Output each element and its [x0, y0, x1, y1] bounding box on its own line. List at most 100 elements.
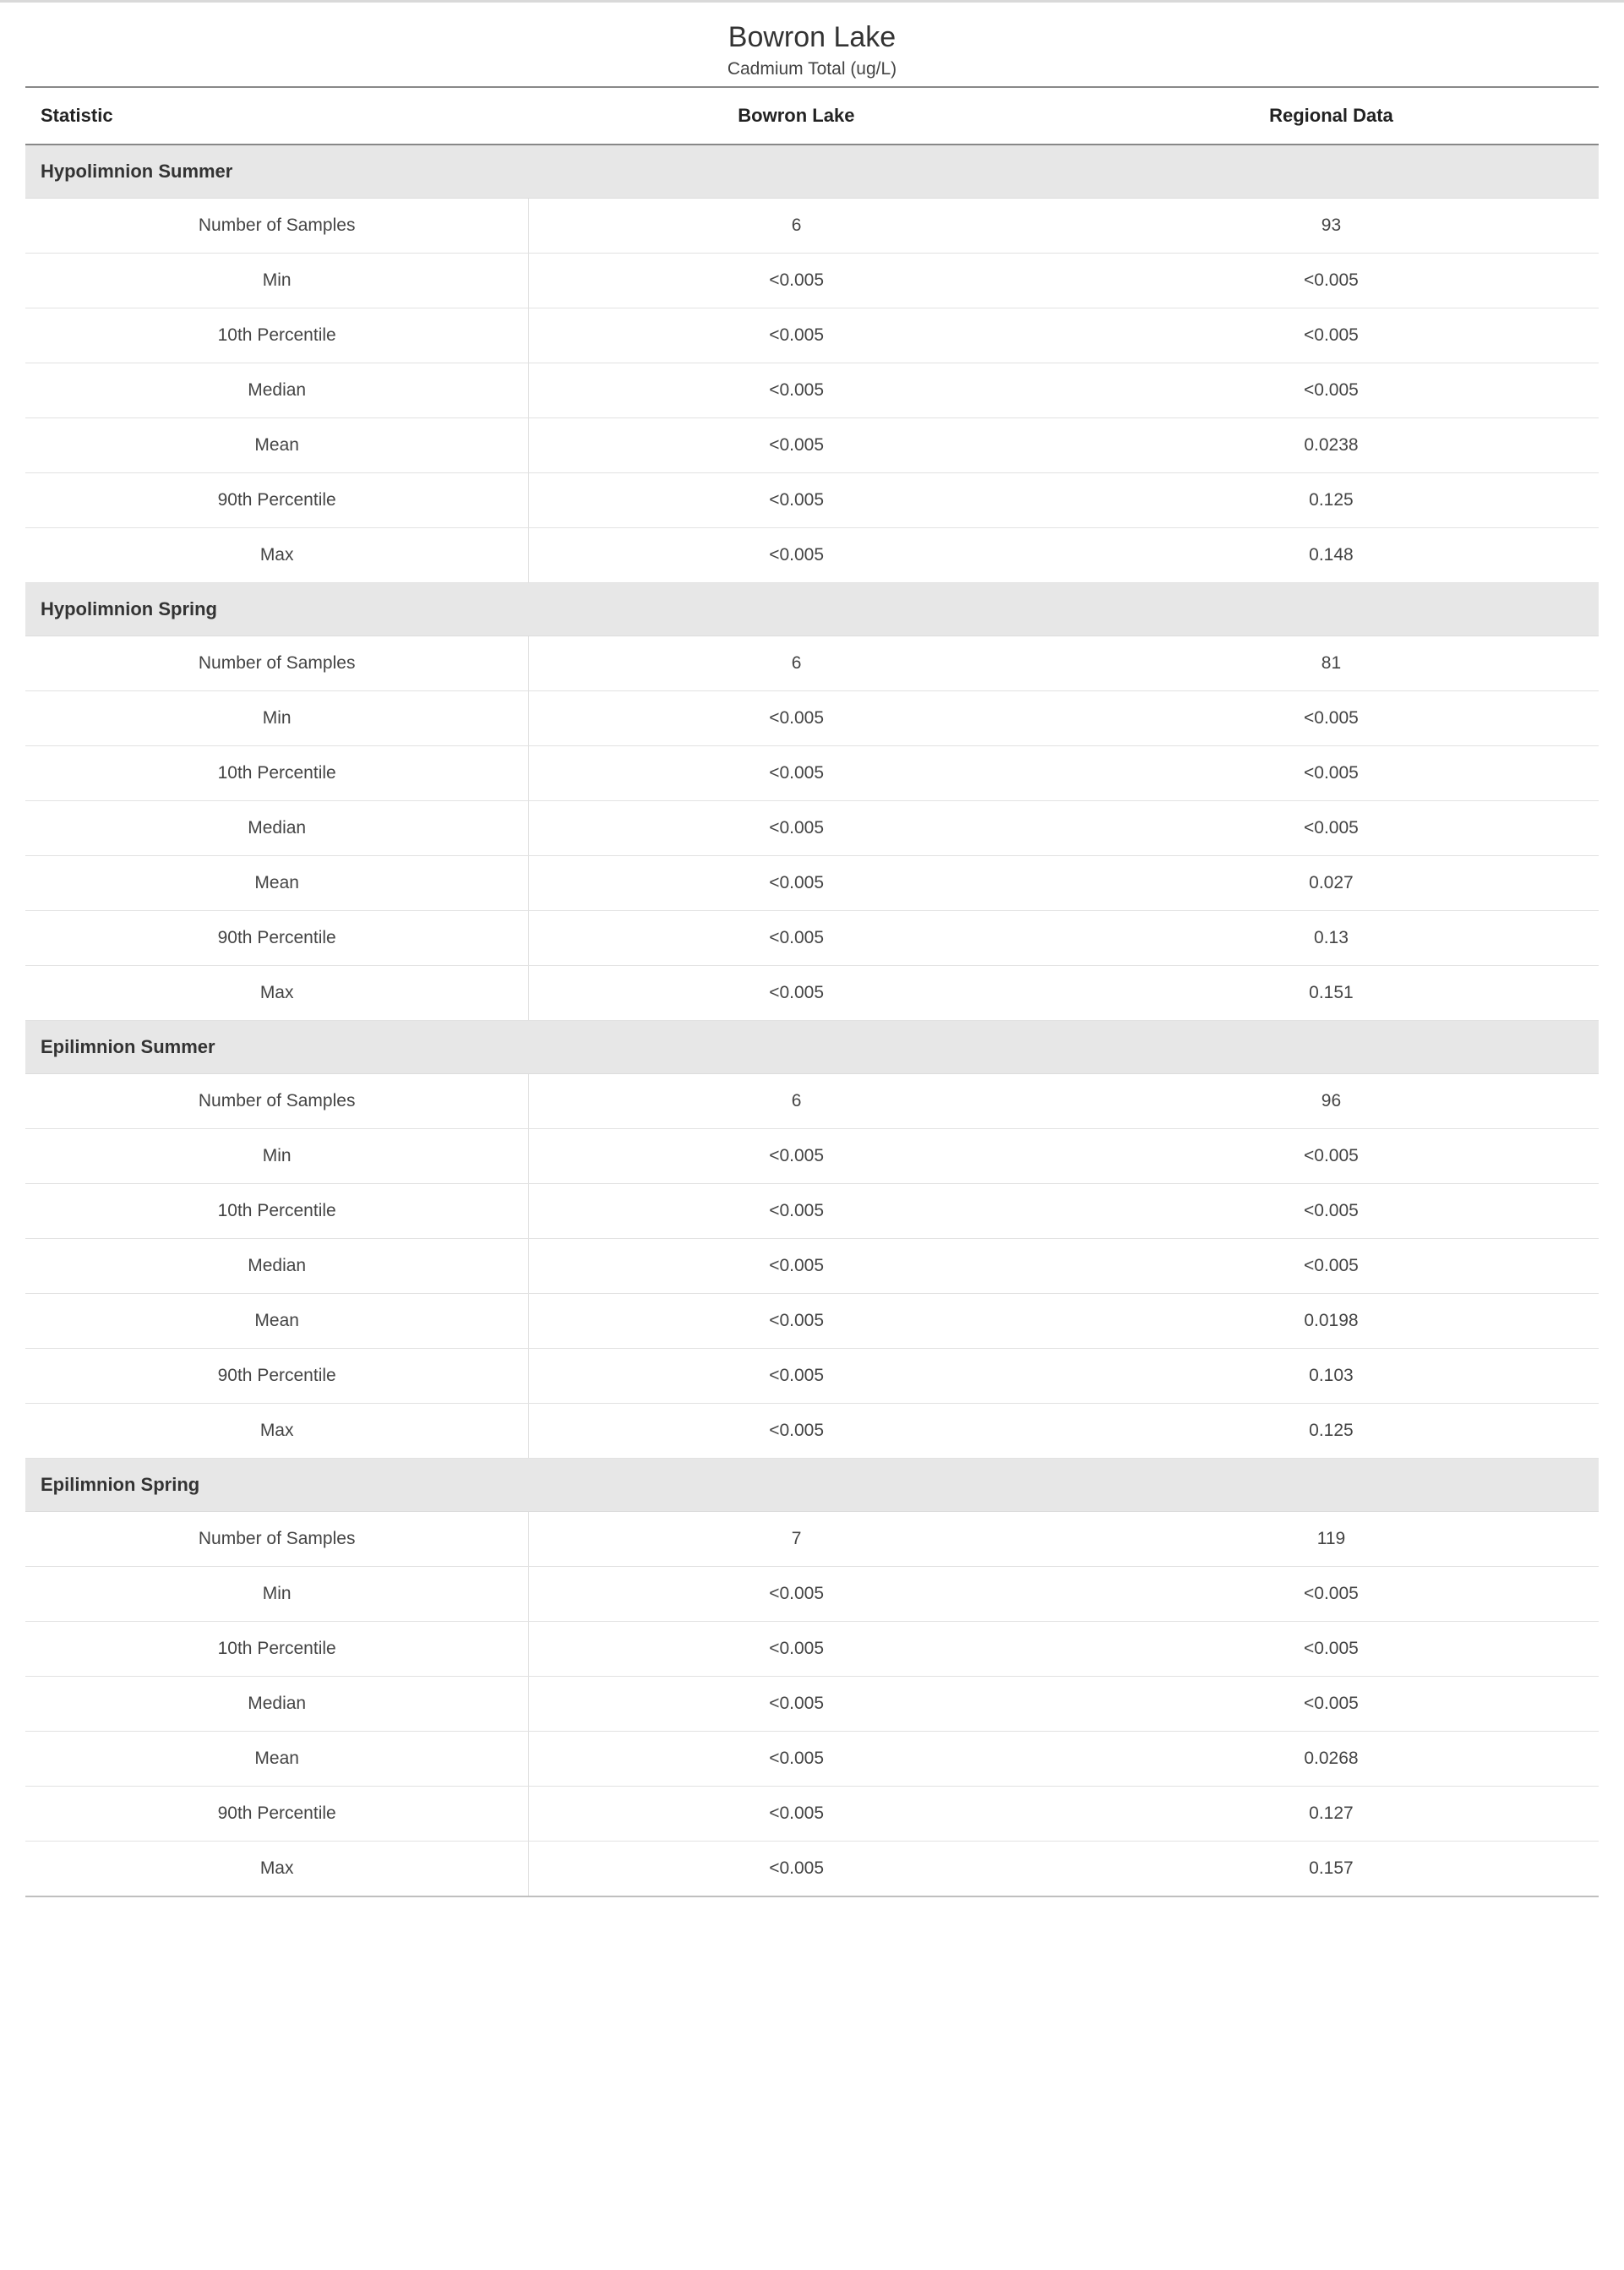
region-value: 93 [1064, 199, 1599, 254]
table-section: Epilimnion SpringNumber of Samples7119Mi… [25, 1459, 1599, 1897]
col-header-region: Regional Data [1064, 88, 1599, 145]
table-row: Min<0.005<0.005 [25, 691, 1599, 746]
table-row: Mean<0.0050.0238 [25, 418, 1599, 473]
table-row: 10th Percentile<0.005<0.005 [25, 308, 1599, 363]
stat-label: Min [25, 254, 529, 308]
table-row: Median<0.005<0.005 [25, 363, 1599, 418]
region-value: 0.13 [1064, 911, 1599, 966]
table-row: Median<0.005<0.005 [25, 1239, 1599, 1294]
region-value: <0.005 [1064, 1677, 1599, 1732]
table-row: Mean<0.0050.0198 [25, 1294, 1599, 1349]
site-value: <0.005 [529, 691, 1064, 746]
table-header-row: Statistic Bowron Lake Regional Data [25, 88, 1599, 145]
region-value: 0.125 [1064, 473, 1599, 528]
stat-label: 10th Percentile [25, 1184, 529, 1239]
section-header: Hypolimnion Spring [25, 583, 1599, 636]
stat-label: 10th Percentile [25, 746, 529, 801]
stat-label: Number of Samples [25, 1512, 529, 1567]
region-value: 96 [1064, 1074, 1599, 1129]
site-value: <0.005 [529, 911, 1064, 966]
table-row: 90th Percentile<0.0050.103 [25, 1349, 1599, 1404]
title-block: Bowron Lake Cadmium Total (ug/L) [25, 3, 1599, 88]
region-value: 0.148 [1064, 528, 1599, 583]
site-value: <0.005 [529, 1349, 1064, 1404]
region-value: <0.005 [1064, 1622, 1599, 1677]
region-value: <0.005 [1064, 1184, 1599, 1239]
table-row: Max<0.0050.125 [25, 1404, 1599, 1459]
stat-label: Median [25, 801, 529, 856]
site-value: <0.005 [529, 1622, 1064, 1677]
table-row: Min<0.005<0.005 [25, 254, 1599, 308]
site-value: <0.005 [529, 1677, 1064, 1732]
table-row: Median<0.005<0.005 [25, 1677, 1599, 1732]
table-row: Max<0.0050.157 [25, 1842, 1599, 1897]
site-value: <0.005 [529, 473, 1064, 528]
section-header-row: Epilimnion Spring [25, 1459, 1599, 1512]
table-row: 90th Percentile<0.0050.127 [25, 1787, 1599, 1842]
stat-label: Min [25, 1129, 529, 1184]
region-value: 0.151 [1064, 966, 1599, 1021]
table-row: 10th Percentile<0.005<0.005 [25, 1184, 1599, 1239]
site-value: <0.005 [529, 801, 1064, 856]
site-value: <0.005 [529, 746, 1064, 801]
stat-label: 90th Percentile [25, 473, 529, 528]
site-value: <0.005 [529, 1294, 1064, 1349]
table-row: Max<0.0050.148 [25, 528, 1599, 583]
stat-label: Mean [25, 1732, 529, 1787]
region-value: <0.005 [1064, 363, 1599, 418]
region-value: <0.005 [1064, 691, 1599, 746]
site-value: <0.005 [529, 1404, 1064, 1459]
table-row: 90th Percentile<0.0050.13 [25, 911, 1599, 966]
stat-label: Number of Samples [25, 636, 529, 691]
table-section: Epilimnion SummerNumber of Samples696Min… [25, 1021, 1599, 1459]
table-row: Min<0.005<0.005 [25, 1567, 1599, 1622]
stat-label: 90th Percentile [25, 1349, 529, 1404]
table-row: Number of Samples681 [25, 636, 1599, 691]
section-header-row: Epilimnion Summer [25, 1021, 1599, 1074]
stat-label: 90th Percentile [25, 911, 529, 966]
site-value: <0.005 [529, 1787, 1064, 1842]
table-row: Min<0.005<0.005 [25, 1129, 1599, 1184]
region-value: <0.005 [1064, 1239, 1599, 1294]
report-container: Bowron Lake Cadmium Total (ug/L) Statist… [0, 0, 1624, 1931]
section-header-row: Hypolimnion Spring [25, 583, 1599, 636]
site-value: <0.005 [529, 1129, 1064, 1184]
stat-label: Mean [25, 418, 529, 473]
table-row: Number of Samples7119 [25, 1512, 1599, 1567]
region-value: 0.0238 [1064, 418, 1599, 473]
stat-label: Median [25, 1239, 529, 1294]
stat-label: Number of Samples [25, 1074, 529, 1129]
region-value: 119 [1064, 1512, 1599, 1567]
site-value: <0.005 [529, 966, 1064, 1021]
stat-label: 10th Percentile [25, 1622, 529, 1677]
section-header: Epilimnion Spring [25, 1459, 1599, 1512]
region-value: <0.005 [1064, 746, 1599, 801]
region-value: <0.005 [1064, 308, 1599, 363]
region-value: <0.005 [1064, 254, 1599, 308]
site-value: <0.005 [529, 528, 1064, 583]
site-value: 7 [529, 1512, 1064, 1567]
stat-label: Max [25, 966, 529, 1021]
site-value: <0.005 [529, 1239, 1064, 1294]
region-value: <0.005 [1064, 1567, 1599, 1622]
section-header: Hypolimnion Summer [25, 145, 1599, 199]
table-row: 10th Percentile<0.005<0.005 [25, 1622, 1599, 1677]
stat-label: Max [25, 1842, 529, 1897]
col-header-site: Bowron Lake [529, 88, 1064, 145]
table-row: Number of Samples693 [25, 199, 1599, 254]
section-header: Epilimnion Summer [25, 1021, 1599, 1074]
site-value: <0.005 [529, 1842, 1064, 1897]
region-value: 0.127 [1064, 1787, 1599, 1842]
stat-label: Max [25, 1404, 529, 1459]
stat-label: Mean [25, 856, 529, 911]
table-row: Number of Samples696 [25, 1074, 1599, 1129]
region-value: 0.103 [1064, 1349, 1599, 1404]
stat-label: 90th Percentile [25, 1787, 529, 1842]
site-value: <0.005 [529, 254, 1064, 308]
stat-label: Median [25, 1677, 529, 1732]
stat-label: Mean [25, 1294, 529, 1349]
region-value: 0.157 [1064, 1842, 1599, 1897]
site-value: <0.005 [529, 418, 1064, 473]
site-value: <0.005 [529, 1567, 1064, 1622]
region-value: <0.005 [1064, 1129, 1599, 1184]
